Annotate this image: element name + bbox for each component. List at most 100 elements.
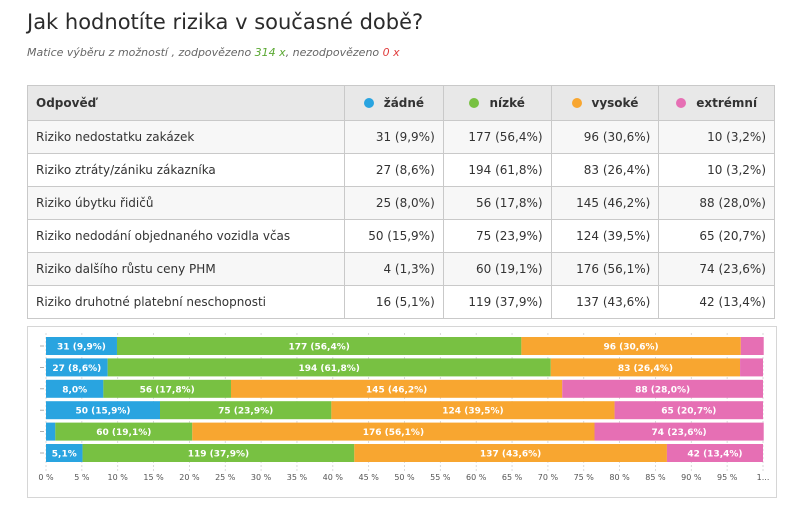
- cell-extremni: 42 (13,4%): [658, 285, 775, 319]
- table-header-row: Odpověď žádné nízké vysoké extrémní: [27, 85, 775, 121]
- cell-zadne: 27 (8,6%): [344, 153, 444, 187]
- legend-dot-icon: [363, 98, 374, 108]
- header-nizke: nízké: [442, 85, 552, 121]
- x-tick-label: 90 %: [681, 473, 702, 482]
- bar-segment: [107, 358, 551, 377]
- x-tick-label: 35 %: [287, 473, 308, 482]
- header-answer: Odpověď: [27, 85, 345, 121]
- x-tick-label: 1...: [757, 473, 770, 482]
- cell-zadne: 4 (1,3%): [344, 252, 444, 286]
- x-tick-label: 60 %: [466, 473, 487, 482]
- table-row: Riziko nedodání objednaného vozidla včas…: [27, 219, 775, 253]
- cell-nizke: 60 (19,1%): [442, 252, 552, 286]
- x-tick-label: 40 %: [323, 473, 344, 482]
- bar-segment: [521, 337, 741, 355]
- cell-nizke: 194 (61,8%): [442, 153, 552, 187]
- row-label: Riziko druhotné platební neschopnosti: [27, 285, 345, 319]
- bar-data-label: 119 (37,9%): [188, 450, 249, 460]
- bar-segment: [82, 444, 355, 462]
- bar-data-label: 56 (17,8%): [140, 385, 195, 395]
- bar-data-label: 145 (46,2%): [366, 385, 427, 395]
- header-label: žádné: [383, 96, 425, 110]
- stacked-bar-chart: 0 % 5 % 10 % 15 % 20 % 25 % 30 % 35 % 40 % 45 % 50…: [27, 326, 777, 498]
- header-label: nízké: [489, 96, 525, 110]
- bar-segment: [740, 337, 764, 355]
- row-label: Riziko nedodání objednaného vozidla včas: [27, 219, 345, 253]
- cell-extremni: 88 (28,0%): [658, 186, 775, 220]
- bar-data-label: 5,1%: [52, 450, 77, 460]
- x-tick-label: 30 %: [251, 473, 272, 482]
- bar-segment: [331, 401, 615, 420]
- cell-zadne: 50 (15,9%): [344, 219, 444, 253]
- x-tick-label: 20 %: [179, 473, 200, 482]
- cell-nizke: 75 (23,9%): [442, 219, 552, 253]
- bar-data-label: 137 (43,6%): [480, 450, 541, 460]
- unanswered-count: 0 x: [382, 46, 400, 59]
- bar-data-label: 60 (19,1%): [96, 428, 151, 438]
- bar-segment: [740, 358, 763, 377]
- question-summary: Matice výběru z možností , zodpovězeno 3…: [27, 46, 400, 59]
- bar-segment: [116, 337, 522, 355]
- bar-data-label: 8,0%: [62, 385, 87, 395]
- bar-segment: [46, 358, 108, 377]
- x-tick-label: 95 %: [717, 473, 738, 482]
- chart-svg: 0 % 5 % 10 % 15 % 20 % 25 % 30 % 35 % 40 % 45 % 50…: [38, 333, 770, 482]
- bar-segment: [55, 422, 193, 441]
- header-vysoke: vysoké: [550, 85, 660, 121]
- table-row: Riziko nedostatku zakázek 31 (9,9%) 177 …: [27, 120, 775, 154]
- cell-nizke: 177 (56,4%): [442, 120, 552, 154]
- legend-dot-icon: [469, 98, 480, 108]
- cell-extremni: 74 (23,6%): [658, 252, 775, 286]
- bar-segment: [46, 337, 117, 355]
- cell-nizke: 119 (37,9%): [442, 285, 552, 319]
- table-row: Riziko ztráty/zániku zákazníka 27 (8,6%)…: [27, 153, 775, 187]
- bar-data-label: 31 (9,9%): [57, 343, 106, 353]
- cell-vysoke: 96 (30,6%): [550, 120, 660, 154]
- bar-data-label: 74 (23,6%): [652, 428, 707, 438]
- bar-segment: [192, 422, 595, 441]
- x-tick-label: 85 %: [645, 473, 666, 482]
- cell-vysoke: 176 (56,1%): [550, 252, 660, 286]
- page-title: Jak hodnotíte rizika v současné době?: [27, 10, 424, 34]
- x-tick-label: 5 %: [74, 473, 90, 482]
- row-label: Riziko dalšího růstu ceny PHM: [27, 252, 345, 286]
- x-tick-label: 70 %: [538, 473, 559, 482]
- cell-zadne: 31 (9,9%): [344, 120, 444, 154]
- legend-dot-icon: [571, 98, 582, 108]
- x-tick-label: 45 %: [358, 473, 379, 482]
- legend-dot-icon: [676, 98, 687, 108]
- table-row: Riziko dalšího růstu ceny PHM 4 (1,3%) 6…: [27, 252, 775, 286]
- table-row: Riziko úbytku řidičů 25 (8,0%) 56 (17,8%…: [27, 186, 775, 220]
- bar-data-label: 176 (56,1%): [363, 428, 424, 438]
- bar-data-label: 83 (26,4%): [618, 364, 673, 374]
- header-label: vysoké: [591, 96, 639, 110]
- bar-data-label: 88 (28,0%): [635, 385, 690, 395]
- x-tick-label: 75 %: [574, 473, 595, 482]
- x-tick-label: 15 %: [143, 473, 164, 482]
- header-extremni: extrémní: [658, 85, 775, 121]
- x-tick-label: 50 %: [394, 473, 415, 482]
- bar-data-label: 65 (20,7%): [661, 407, 716, 417]
- bar-segment: [103, 379, 231, 398]
- bar-segment: [614, 401, 763, 420]
- bar-segment: [46, 379, 104, 398]
- x-tick-label: 55 %: [430, 473, 451, 482]
- cell-vysoke: 124 (39,5%): [550, 219, 660, 253]
- header-label: extrémní: [696, 96, 758, 110]
- bar-data-label: 75 (23,9%): [218, 407, 273, 417]
- bar-data-label: 124 (39,5%): [442, 407, 503, 417]
- bar-segment: [46, 444, 83, 462]
- bar-data-label: 194 (61,8%): [299, 364, 360, 374]
- cell-extremni: 10 (3,2%): [658, 153, 775, 187]
- bar-segment: [354, 444, 667, 462]
- header-zadne: žádné: [344, 85, 444, 121]
- cell-vysoke: 83 (26,4%): [550, 153, 660, 187]
- bar-segment: [46, 422, 56, 441]
- bar-segment: [160, 401, 332, 420]
- x-tick-label: 25 %: [215, 473, 236, 482]
- bar-segment: [550, 358, 741, 377]
- cell-zadne: 25 (8,0%): [344, 186, 444, 220]
- bar-segment: [594, 422, 764, 441]
- bar-segment: [666, 444, 763, 462]
- x-tick-label: 0 %: [38, 473, 54, 482]
